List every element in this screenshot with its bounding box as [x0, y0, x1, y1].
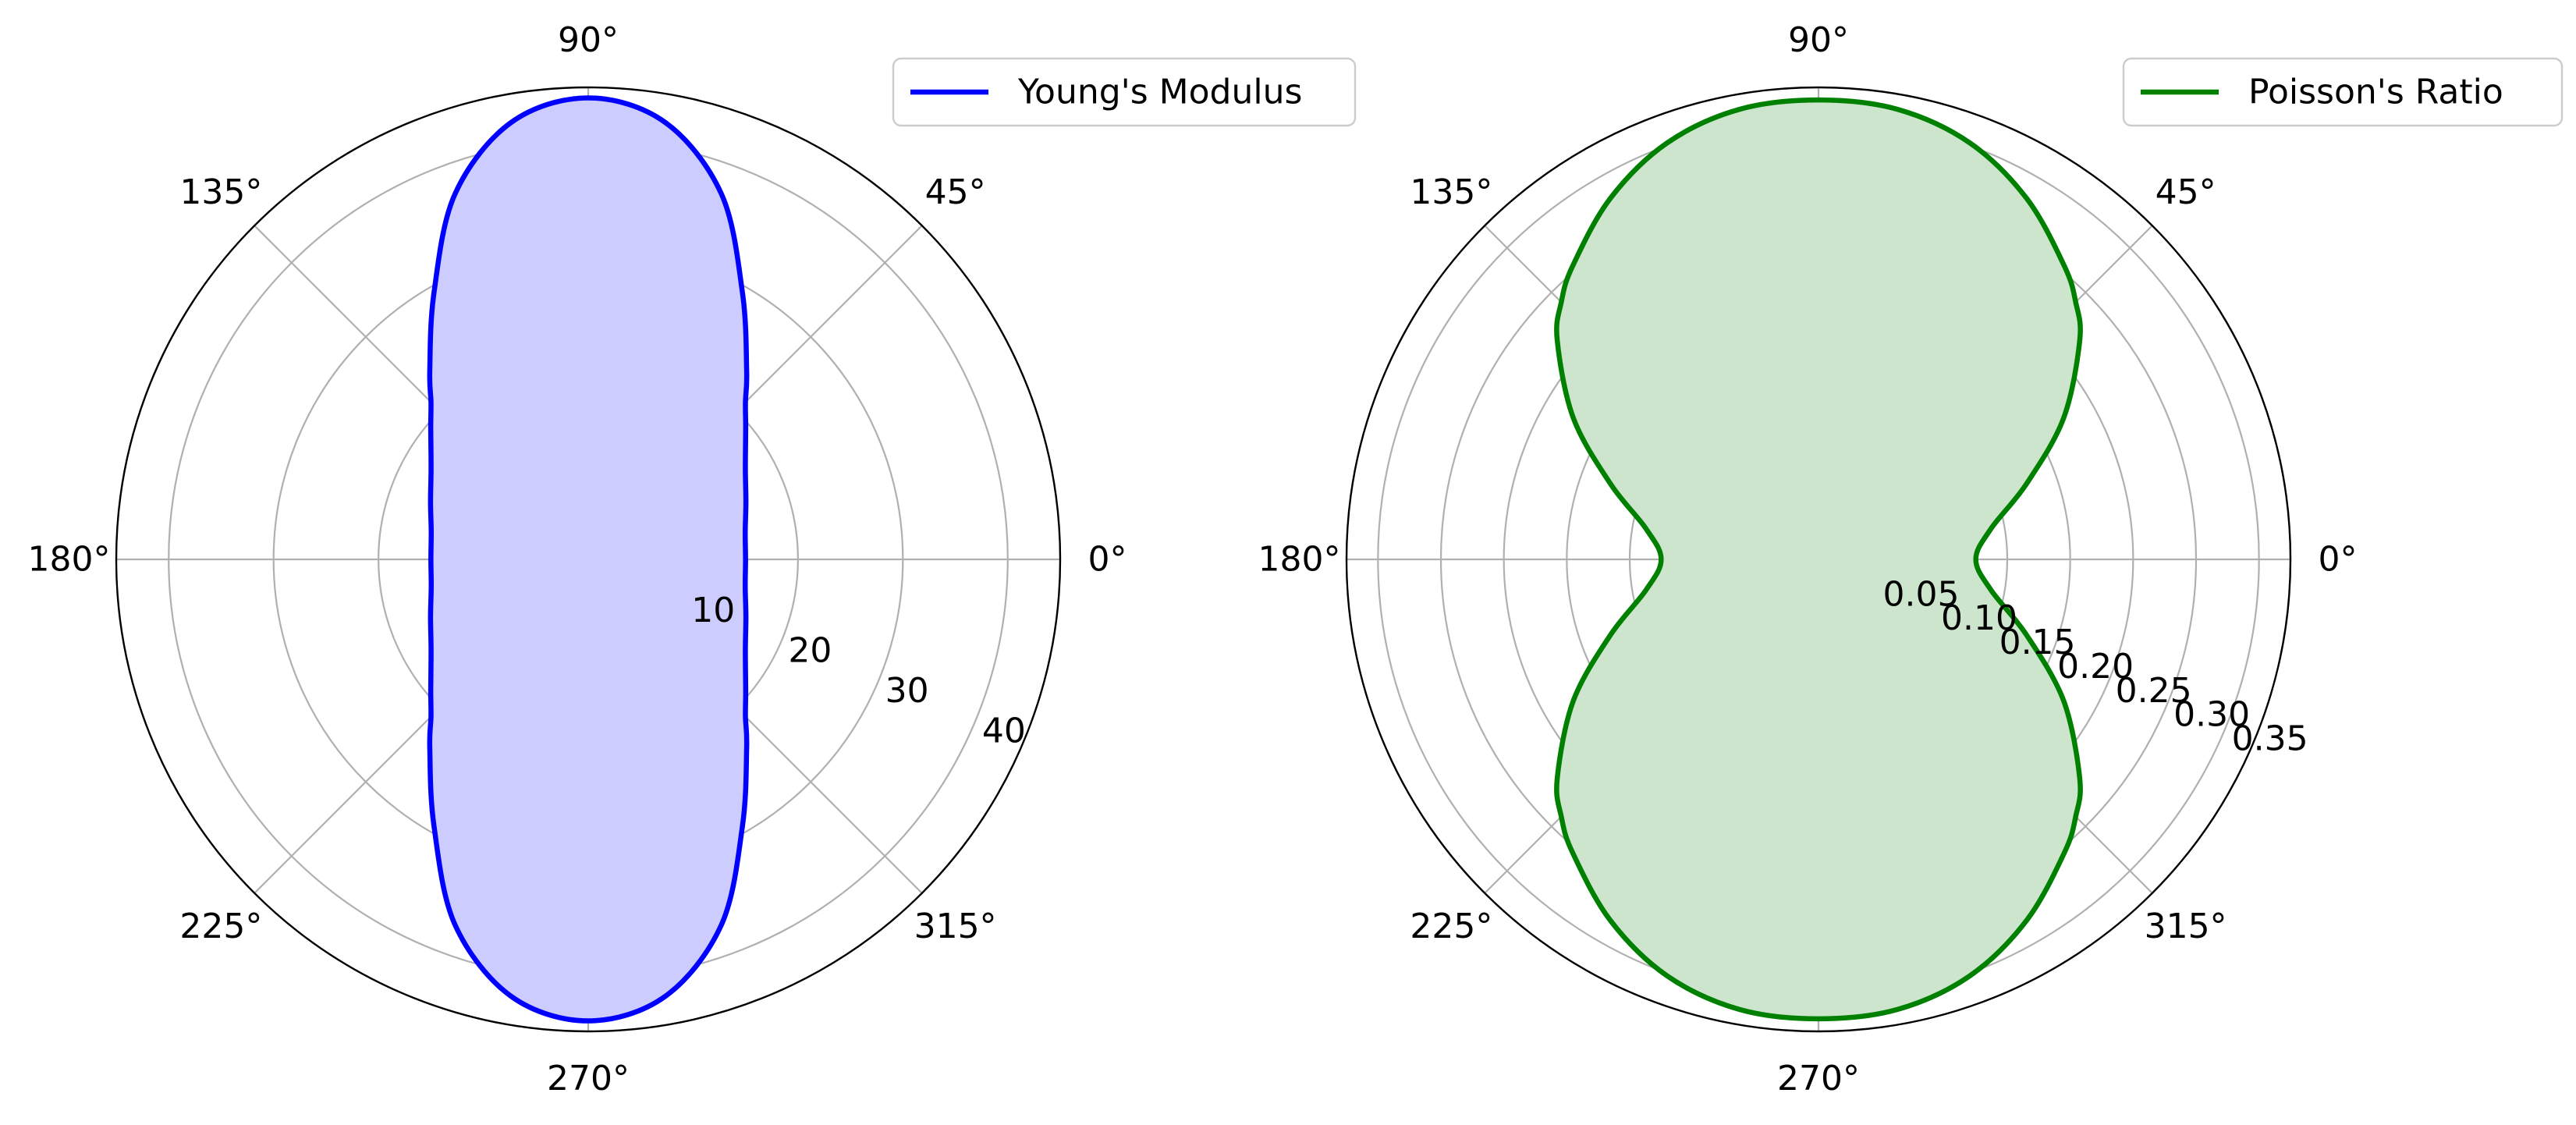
- radial-tick-label: 40: [982, 711, 1026, 751]
- young-s-modulus-fill: [429, 98, 747, 1021]
- angular-tick-label: 0°: [1088, 540, 1127, 580]
- angular-tick-label: 90°: [558, 20, 619, 60]
- radial-tick-label: 0.30: [2173, 695, 2250, 735]
- legend-box: [892, 57, 1357, 127]
- angular-tick-label: 270°: [547, 1059, 630, 1098]
- angular-tick-label: 270°: [1777, 1059, 1860, 1098]
- radial-tick-label: 10: [691, 591, 735, 630]
- poisson-s-ratio-line: [1554, 97, 2083, 1022]
- angular-tick-label: 225°: [179, 907, 262, 946]
- radial-tick-label: 0.25: [2116, 671, 2192, 711]
- angular-tick-label: 0°: [2319, 540, 2358, 580]
- legend-box: [2122, 57, 2564, 127]
- radial-tick-label: 0.10: [1941, 598, 2017, 638]
- legend: Poisson's Ratio: [2122, 57, 2564, 127]
- polar-frame: [1345, 86, 2292, 1033]
- angular-tick-label: 90°: [1788, 20, 1849, 60]
- radial-tick-label: 0.05: [1883, 574, 1960, 614]
- poissons-ratio-polar-plot: 0° 45° 90° 135° 180° 225° 270° 315° 0.050.100.15…: [1258, 20, 2564, 1098]
- radial-tick-label: 20: [788, 630, 832, 670]
- angular-tick-label: 225°: [1410, 907, 1492, 946]
- poisson-s-ratio-fill: [1556, 100, 2081, 1019]
- angular-tick-label: 180°: [1258, 540, 1341, 580]
- angular-tick-label: 135°: [179, 172, 262, 212]
- radial-tick-label: 0.20: [2057, 647, 2134, 687]
- angular-tick-label: 315°: [2145, 907, 2227, 946]
- angular-tick-label: 315°: [914, 907, 997, 946]
- legend: Young's Modulus: [892, 57, 1357, 127]
- polar-frame: [115, 86, 1062, 1033]
- angular-tick-label: 45°: [925, 172, 986, 212]
- legend-label: Poisson's Ratio: [2248, 73, 2503, 112]
- radial-tick-label: 0.35: [2232, 719, 2308, 759]
- radial-tick-label: 30: [885, 671, 929, 711]
- youngs-modulus-polar-plot: 0° 45° 90° 135° 180° 225° 270° 315° 10 20 30 40 Youn…: [28, 20, 1357, 1098]
- young-s-modulus-line: [427, 95, 750, 1024]
- angular-tick-label: 135°: [1410, 172, 1492, 212]
- radial-tick-label: 0.15: [1999, 623, 2076, 662]
- angular-tick-label: 45°: [2156, 172, 2216, 212]
- legend-label: Young's Modulus: [1017, 73, 1302, 112]
- angular-tick-label: 180°: [28, 540, 111, 580]
